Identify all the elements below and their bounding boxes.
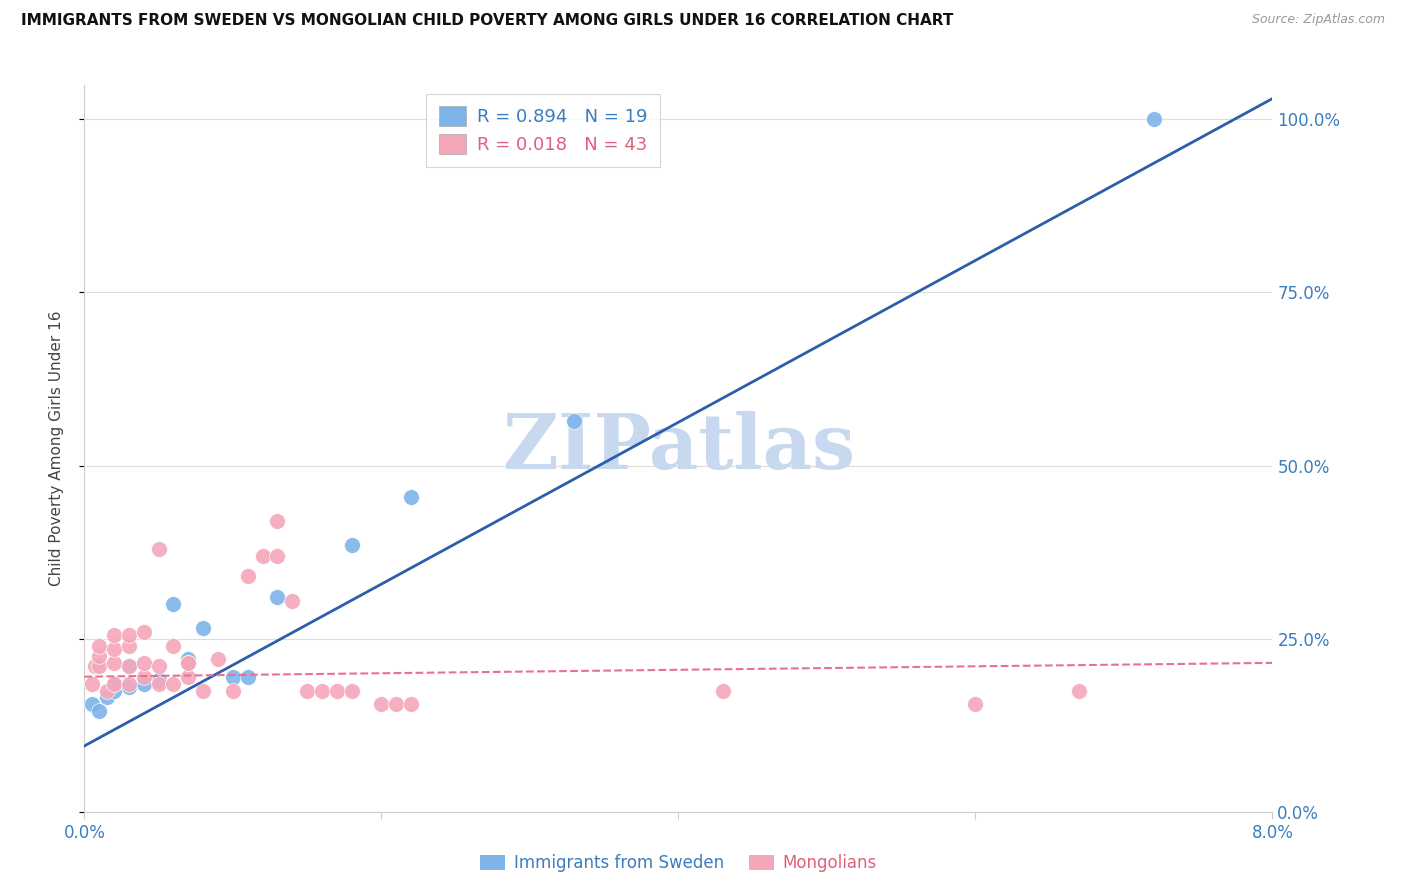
Point — [399, 698, 422, 712]
Text: Source: ZipAtlas.com: Source: ZipAtlas.com — [1251, 13, 1385, 27]
Point — [80, 676, 103, 690]
Point — [564, 413, 586, 427]
Point — [711, 683, 734, 698]
Point — [89, 659, 111, 673]
Point — [132, 670, 155, 684]
Point — [148, 659, 170, 673]
Point — [96, 690, 118, 705]
Point — [266, 549, 288, 563]
Point — [295, 683, 318, 698]
Text: IMMIGRANTS FROM SWEDEN VS MONGOLIAN CHILD POVERTY AMONG GIRLS UNDER 16 CORRELATI: IMMIGRANTS FROM SWEDEN VS MONGOLIAN CHIL… — [21, 13, 953, 29]
Point — [191, 683, 215, 698]
Point — [236, 569, 259, 583]
Point — [80, 698, 103, 712]
Point — [965, 698, 987, 712]
Point — [89, 648, 111, 663]
Point — [103, 676, 125, 690]
Point — [103, 628, 125, 642]
Point — [118, 680, 141, 694]
Point — [148, 673, 170, 688]
Text: ZIPatlas: ZIPatlas — [502, 411, 855, 485]
Point — [89, 704, 111, 718]
Y-axis label: Child Poverty Among Girls Under 16: Child Poverty Among Girls Under 16 — [49, 310, 63, 586]
Point — [177, 656, 200, 670]
Point — [326, 683, 349, 698]
Point — [177, 670, 200, 684]
Point — [252, 549, 274, 563]
Point — [207, 652, 229, 666]
Point — [222, 683, 245, 698]
Point — [399, 490, 422, 504]
Point — [96, 683, 118, 698]
Point — [118, 639, 141, 653]
Point — [266, 590, 288, 604]
Point — [236, 670, 259, 684]
Point — [103, 642, 125, 657]
Point — [266, 514, 288, 528]
Point — [132, 676, 155, 690]
Point — [132, 624, 155, 639]
Point — [222, 670, 245, 684]
Point — [118, 659, 141, 673]
Point — [103, 656, 125, 670]
Point — [132, 656, 155, 670]
Point — [118, 628, 141, 642]
Point — [118, 676, 141, 690]
Point — [103, 676, 125, 690]
Point — [1143, 112, 1166, 127]
Point — [340, 683, 363, 698]
Point — [162, 639, 184, 653]
Point — [162, 676, 184, 690]
Point — [340, 538, 363, 552]
Point — [177, 656, 200, 670]
Point — [191, 621, 215, 635]
Point — [177, 652, 200, 666]
Point — [162, 597, 184, 611]
Point — [1069, 683, 1091, 698]
Point — [385, 698, 408, 712]
Legend: Immigrants from Sweden, Mongolians: Immigrants from Sweden, Mongolians — [481, 855, 876, 872]
Point — [103, 683, 125, 698]
Point — [118, 659, 141, 673]
Point — [281, 593, 304, 607]
Point — [89, 639, 111, 653]
Point — [148, 676, 170, 690]
Point — [311, 683, 333, 698]
Point — [148, 541, 170, 556]
Point — [370, 698, 392, 712]
Point — [83, 659, 105, 673]
